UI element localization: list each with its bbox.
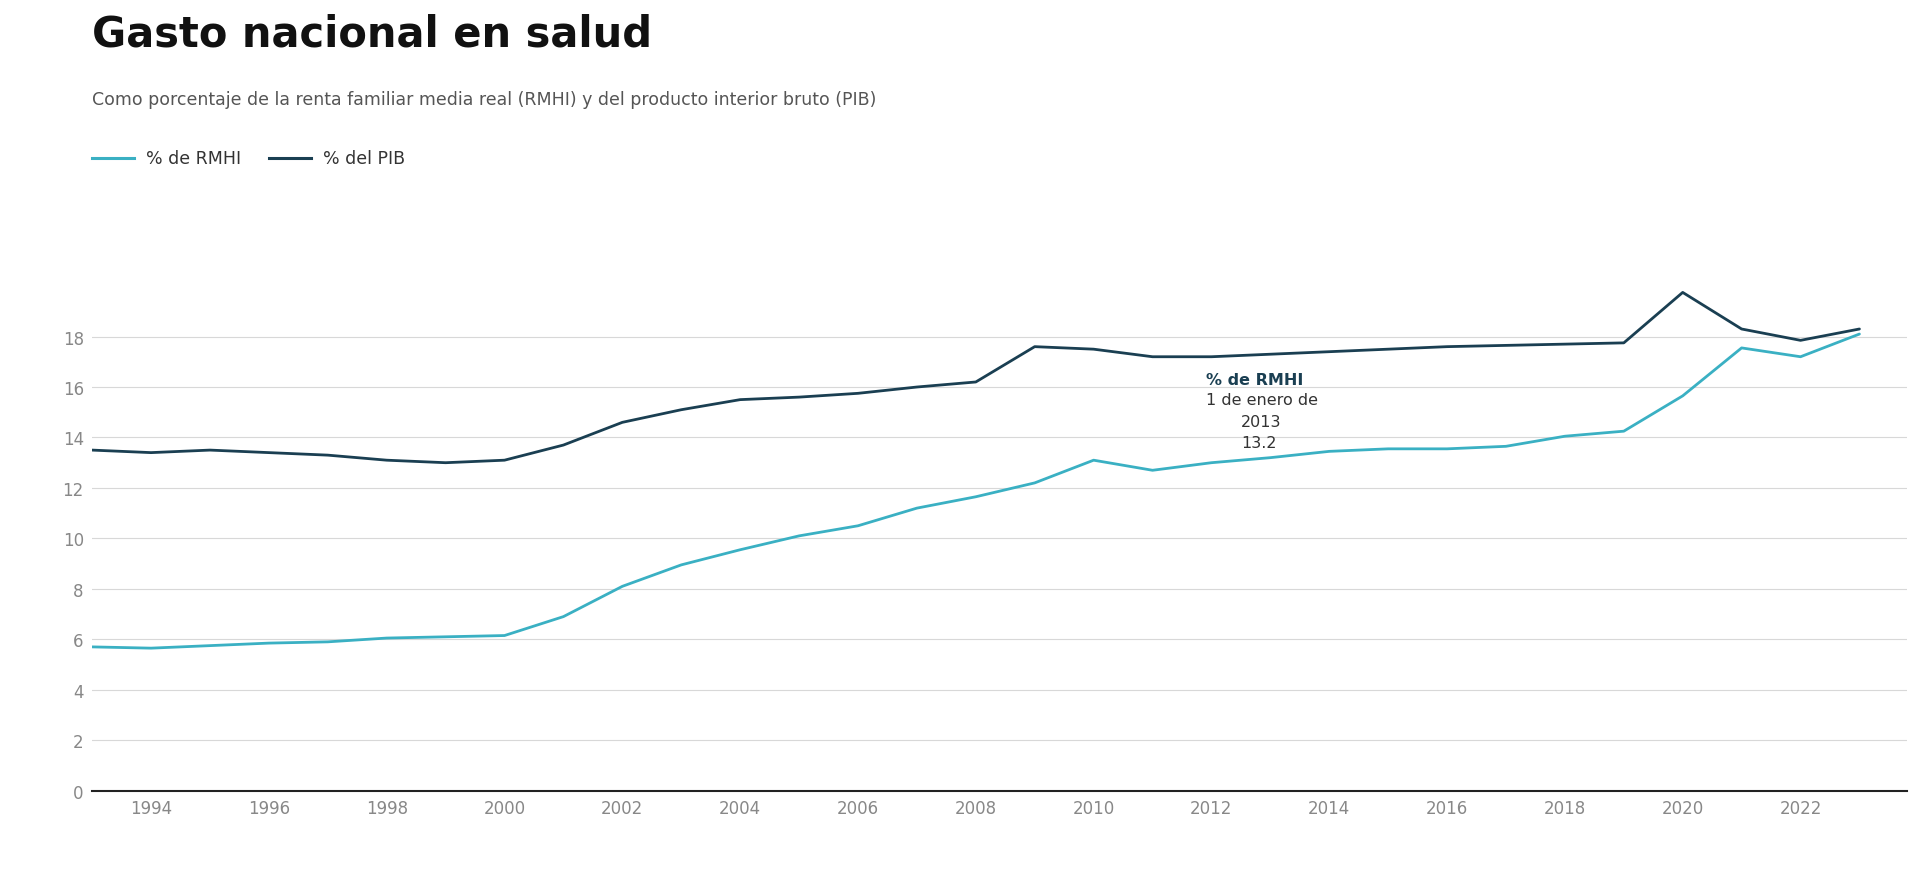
Text: Gasto nacional en salud: Gasto nacional en salud: [92, 13, 653, 55]
Text: Como porcentaje de la renta familiar media real (RMHI) y del producto interior b: Como porcentaje de la renta familiar med…: [92, 91, 877, 109]
Text: % del PIB: % del PIB: [323, 150, 405, 168]
Text: % de RMHI: % de RMHI: [146, 150, 242, 168]
Text: % de RMHI: % de RMHI: [1206, 373, 1304, 388]
Text: 2013: 2013: [1240, 415, 1281, 429]
Text: 1 de enero de: 1 de enero de: [1206, 393, 1317, 408]
Text: 13.2: 13.2: [1240, 435, 1277, 450]
